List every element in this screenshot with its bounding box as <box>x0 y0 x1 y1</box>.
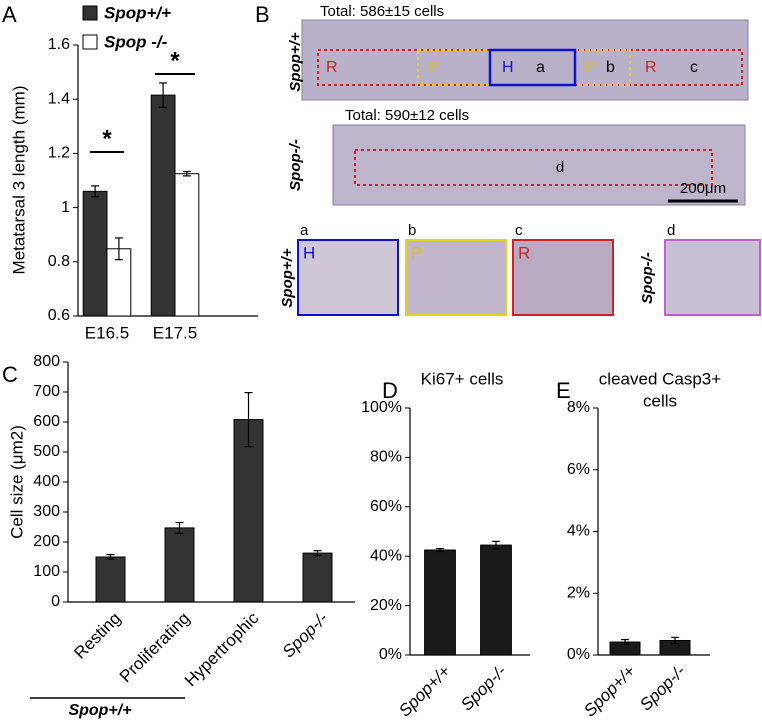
panel-label: C <box>2 362 18 387</box>
genotype-label: Spop+/+ <box>279 248 296 307</box>
y-tick-label: 700 <box>33 383 60 400</box>
genotype-label: Spop-/- <box>287 139 304 191</box>
y-tick-label: 0.6 <box>48 307 70 324</box>
y-tick-label: 60% <box>370 498 402 515</box>
panel-label: E <box>556 378 571 403</box>
legend-swatch <box>82 5 98 21</box>
x-tick-label: Spop-/- <box>279 608 332 661</box>
zone-label: P <box>428 59 439 76</box>
inset-zone: R <box>518 243 530 262</box>
genotype-label: Spop+/+ <box>287 32 304 91</box>
zone-box <box>488 48 577 87</box>
y-tick-label: 1.4 <box>48 90 70 107</box>
y-tick-label: 100% <box>361 399 402 416</box>
y-tick-label: 6% <box>567 461 590 478</box>
inset-letter: a <box>300 222 309 239</box>
y-tick-label: 400 <box>33 473 60 490</box>
inset-zone: P <box>411 243 422 262</box>
significance-star: * <box>170 47 180 74</box>
panel-label: D <box>382 378 398 403</box>
y-tick-label: 800 <box>33 353 60 370</box>
bone-image-wt <box>301 19 749 101</box>
chart-title: Ki67+ cells <box>421 369 504 388</box>
chart-title: cleaved Casp3+ <box>599 369 721 388</box>
y-tick-label: 1 <box>61 199 70 216</box>
inset <box>664 239 761 316</box>
x-tick-label: Hypertrophic <box>181 608 263 690</box>
y-tick-label: 200 <box>33 533 60 550</box>
bar <box>164 527 195 603</box>
y-tick-label: 80% <box>370 449 402 466</box>
zone-box <box>354 149 713 186</box>
cell-total: Total: 590±12 cells <box>345 107 469 124</box>
scale-label: 200μm <box>680 180 726 197</box>
genotype-label: Spop-/- <box>639 252 656 304</box>
y-tick-label: 0% <box>379 646 402 663</box>
x-tick-label: E16.5 <box>85 323 129 342</box>
y-tick-label: 20% <box>370 597 402 614</box>
region-label: d <box>556 159 564 176</box>
bar <box>95 556 126 603</box>
y-axis-label: Metatarsal 3 length (mm) <box>9 86 28 275</box>
x-tick-label: Spop+/+ <box>395 662 454 721</box>
zone-label: H <box>502 59 514 76</box>
inset-letter: d <box>667 222 675 239</box>
legend-label: Spop -/- <box>104 32 168 51</box>
inset <box>512 239 614 316</box>
bar <box>424 549 456 656</box>
y-tick-label: 1.2 <box>48 145 70 162</box>
inset-letter: c <box>515 222 523 239</box>
y-tick-label: 8% <box>567 399 590 416</box>
bone-image-ko <box>332 124 746 206</box>
panel-label: B <box>255 2 270 27</box>
bar <box>233 419 264 603</box>
zone-label: R <box>645 59 657 76</box>
bar <box>174 173 200 317</box>
bar <box>150 94 176 317</box>
significance-star: * <box>102 125 112 152</box>
bar <box>480 544 512 656</box>
x-tick-label: Spop+/+ <box>580 662 639 721</box>
x-tick-label: E17.5 <box>153 323 197 342</box>
group-label: Spop+/+ <box>68 702 131 719</box>
inset <box>405 239 507 316</box>
bar <box>302 552 333 603</box>
y-axis-label: Cell size (μm2) <box>7 425 26 539</box>
zone-label: c <box>690 59 698 76</box>
y-tick-label: 4% <box>567 523 590 540</box>
zone-label: P <box>585 59 596 76</box>
y-tick-label: 40% <box>370 547 402 564</box>
x-tick-label: Resting <box>70 609 124 663</box>
legend-label: Spop+/+ <box>104 3 171 22</box>
legend-swatch <box>82 34 98 50</box>
inset <box>297 239 399 316</box>
zone-label: b <box>606 59 615 76</box>
cell-total: Total: 586±15 cells <box>320 3 444 20</box>
bar <box>82 190 108 317</box>
y-tick-label: 100 <box>33 563 60 580</box>
zone-label: a <box>536 59 545 76</box>
y-tick-label: 500 <box>33 443 60 460</box>
y-tick-label: 0.8 <box>48 253 70 270</box>
y-tick-label: 1.6 <box>48 36 70 53</box>
y-tick-label: 2% <box>567 584 590 601</box>
inset-letter: b <box>408 222 416 239</box>
y-tick-label: 0 <box>51 593 60 610</box>
zone-label: R <box>326 59 338 76</box>
inset-zone: H <box>303 243 315 262</box>
y-tick-label: 0% <box>567 646 590 663</box>
panel-label: A <box>2 2 17 27</box>
y-tick-label: 600 <box>33 413 60 430</box>
x-tick-label: Spop-/- <box>636 661 689 714</box>
chart-title: cells <box>643 391 677 410</box>
zone-box <box>417 49 491 86</box>
y-tick-label: 300 <box>33 503 60 520</box>
x-tick-label: Spop-/- <box>457 661 510 714</box>
